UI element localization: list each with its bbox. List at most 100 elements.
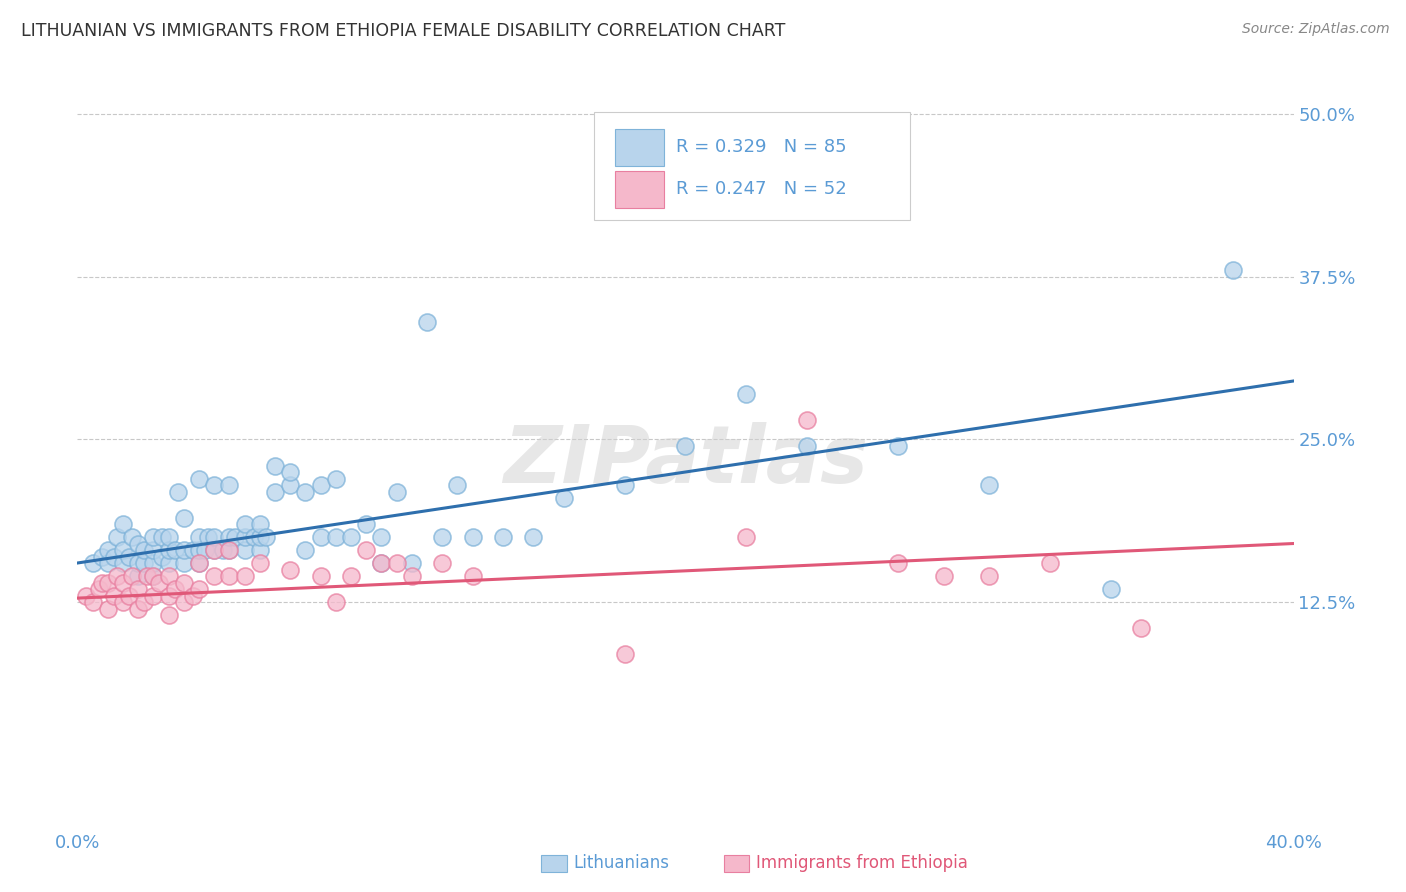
Point <box>142 569 165 583</box>
Point <box>97 543 120 558</box>
Point <box>121 530 143 544</box>
Point <box>111 595 134 609</box>
Point <box>461 569 484 583</box>
Point <box>194 543 217 558</box>
Point <box>157 589 180 603</box>
Point <box>796 413 818 427</box>
Point <box>309 569 332 583</box>
Point <box>127 556 149 570</box>
Point <box>197 530 219 544</box>
Point <box>103 549 125 564</box>
Point <box>97 601 120 615</box>
Point <box>249 516 271 531</box>
Point <box>613 478 636 492</box>
Point <box>134 556 156 570</box>
Point <box>163 582 186 596</box>
Point <box>233 543 256 558</box>
Point <box>82 595 104 609</box>
Point <box>294 484 316 499</box>
Point <box>979 569 1001 583</box>
Point <box>90 549 112 564</box>
Text: Source: ZipAtlas.com: Source: ZipAtlas.com <box>1241 22 1389 37</box>
Point <box>127 569 149 583</box>
Point <box>163 543 186 558</box>
Point <box>157 530 180 544</box>
Point <box>111 516 134 531</box>
Point <box>416 316 439 330</box>
Point <box>157 607 180 622</box>
Point <box>796 439 818 453</box>
Point <box>370 530 392 544</box>
Point <box>979 478 1001 492</box>
Point <box>173 575 195 590</box>
Point <box>118 549 141 564</box>
Point <box>188 543 211 558</box>
Point <box>218 478 240 492</box>
Point <box>278 465 301 479</box>
Point <box>461 530 484 544</box>
Point <box>242 530 264 544</box>
Point <box>202 543 225 558</box>
Point <box>218 543 240 558</box>
Point <box>212 543 235 558</box>
Point <box>87 582 110 596</box>
Point <box>264 484 287 499</box>
Point <box>370 556 392 570</box>
Point <box>142 543 165 558</box>
Point <box>142 530 165 544</box>
Point <box>1039 556 1062 570</box>
Point <box>1222 263 1244 277</box>
Point <box>340 530 363 544</box>
Text: R = 0.329   N = 85: R = 0.329 N = 85 <box>676 138 846 156</box>
Point <box>181 589 204 603</box>
Point <box>309 530 332 544</box>
Point <box>233 516 256 531</box>
Point <box>735 530 758 544</box>
Point <box>218 530 240 544</box>
Point <box>675 439 697 453</box>
Point <box>325 471 347 485</box>
Point <box>385 556 408 570</box>
FancyBboxPatch shape <box>595 112 911 219</box>
Point <box>82 556 104 570</box>
Point <box>157 569 180 583</box>
Point <box>75 589 97 603</box>
Point <box>121 569 143 583</box>
Point <box>354 543 377 558</box>
Point <box>202 569 225 583</box>
Point <box>166 484 188 499</box>
Point <box>188 582 211 596</box>
Text: R = 0.247   N = 52: R = 0.247 N = 52 <box>676 180 846 198</box>
Point <box>492 530 515 544</box>
Point <box>105 530 128 544</box>
Point <box>249 556 271 570</box>
Point <box>522 530 544 544</box>
Point <box>233 569 256 583</box>
Point <box>202 543 225 558</box>
Point <box>553 491 575 505</box>
Point <box>103 589 125 603</box>
Point <box>111 543 134 558</box>
Point <box>127 536 149 550</box>
Point <box>202 530 225 544</box>
Point <box>148 575 170 590</box>
Point <box>173 510 195 524</box>
Point <box>294 543 316 558</box>
FancyBboxPatch shape <box>614 171 664 208</box>
Point <box>173 556 195 570</box>
Point <box>735 387 758 401</box>
Point <box>370 556 392 570</box>
Point <box>218 543 240 558</box>
Point <box>202 478 225 492</box>
Point <box>340 569 363 583</box>
Point <box>134 595 156 609</box>
Point <box>105 569 128 583</box>
Point <box>188 530 211 544</box>
Point <box>430 556 453 570</box>
Point <box>111 556 134 570</box>
Point <box>218 569 240 583</box>
Point <box>181 543 204 558</box>
Point <box>354 516 377 531</box>
Point <box>446 478 468 492</box>
Point <box>188 556 211 570</box>
